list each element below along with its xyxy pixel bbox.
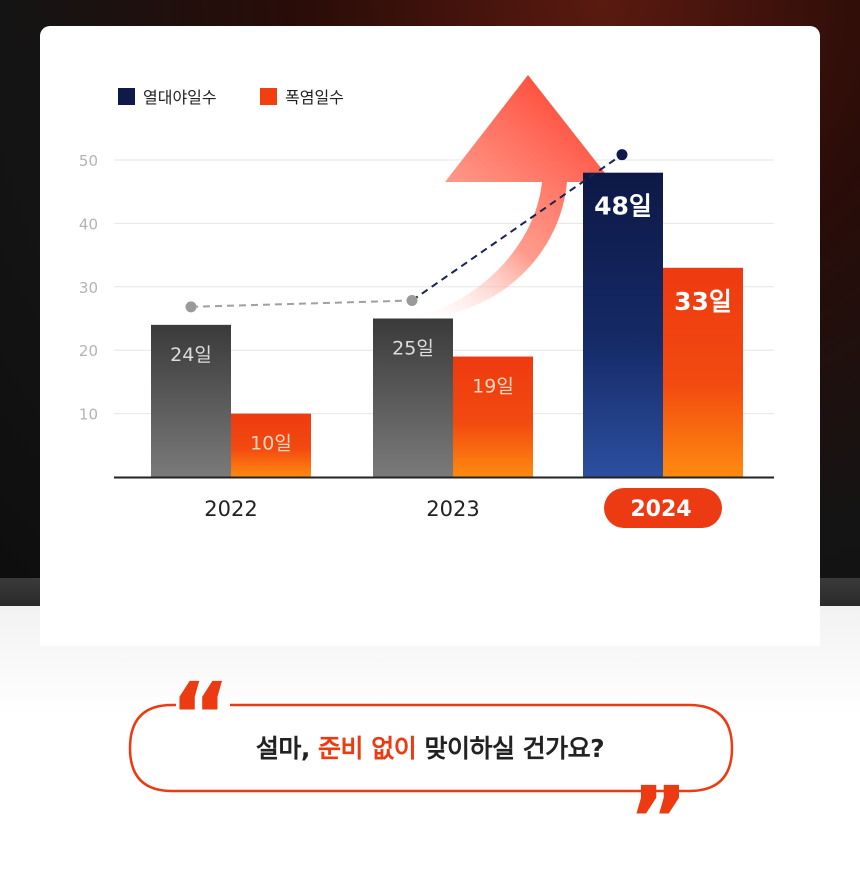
trend-segment [190, 299, 413, 308]
bar-value-label: 48일 [594, 192, 652, 221]
highlight-year-pill [604, 488, 722, 528]
caption-part2: 맞이하실 건가요? [416, 734, 605, 763]
caption-highlight: 준비 없이 [318, 734, 417, 763]
bar-tropical-night-2023 [373, 318, 453, 477]
x-axis-labels: 2022 2023 2024 [204, 488, 722, 528]
y-tick-label: 50 [79, 152, 98, 170]
legend-label: 폭염일수 [285, 88, 344, 107]
close-quote-icon: ” [628, 767, 688, 874]
x-tick-label: 2024 [630, 497, 691, 522]
bar-heatwave-2023 [453, 356, 533, 477]
y-tick-label: 10 [79, 406, 98, 424]
x-tick-label: 2022 [204, 497, 257, 521]
bar-value-label: 10일 [250, 433, 292, 455]
trend-point [185, 301, 197, 313]
legend-label: 열대야일수 [143, 88, 217, 107]
caption-text: 설마, 준비 없이 맞이하실 건가요? [130, 724, 730, 770]
legend-swatch [260, 88, 277, 105]
trend-line [185, 149, 628, 313]
bar-value-label: 33일 [674, 287, 732, 316]
trend-segment [411, 153, 623, 302]
y-tick-label: 30 [79, 279, 98, 297]
y-axis-ticks: 10 20 30 40 50 [79, 152, 98, 424]
bar-tropical-night-2024 [583, 172, 663, 477]
bars [151, 172, 743, 477]
trend-point [616, 149, 628, 161]
rising-arrow-icon [405, 75, 612, 319]
bar-tropical-night-2022 [151, 324, 231, 477]
caption-part1: 설마, [255, 734, 319, 763]
trend-point [406, 295, 418, 306]
y-tick-label: 40 [79, 215, 98, 233]
bar-value-label: 24일 [170, 344, 212, 366]
bar-value-label: 19일 [472, 376, 514, 398]
light-background [0, 606, 860, 880]
legend: 열대야일수 폭염일수 [118, 88, 344, 107]
x-tick-label: 2023 [426, 497, 479, 521]
legend-swatch [118, 88, 135, 105]
bar-heatwave-2024 [663, 267, 743, 477]
bar-heatwave-2022 [231, 413, 311, 477]
bar-labels: 24일 10일 25일 19일 48일 33일 [170, 192, 732, 455]
y-tick-label: 20 [79, 342, 98, 360]
bar-value-label: 25일 [392, 338, 434, 360]
caption-frame [128, 703, 734, 793]
open-quote-icon: “ [170, 663, 230, 770]
